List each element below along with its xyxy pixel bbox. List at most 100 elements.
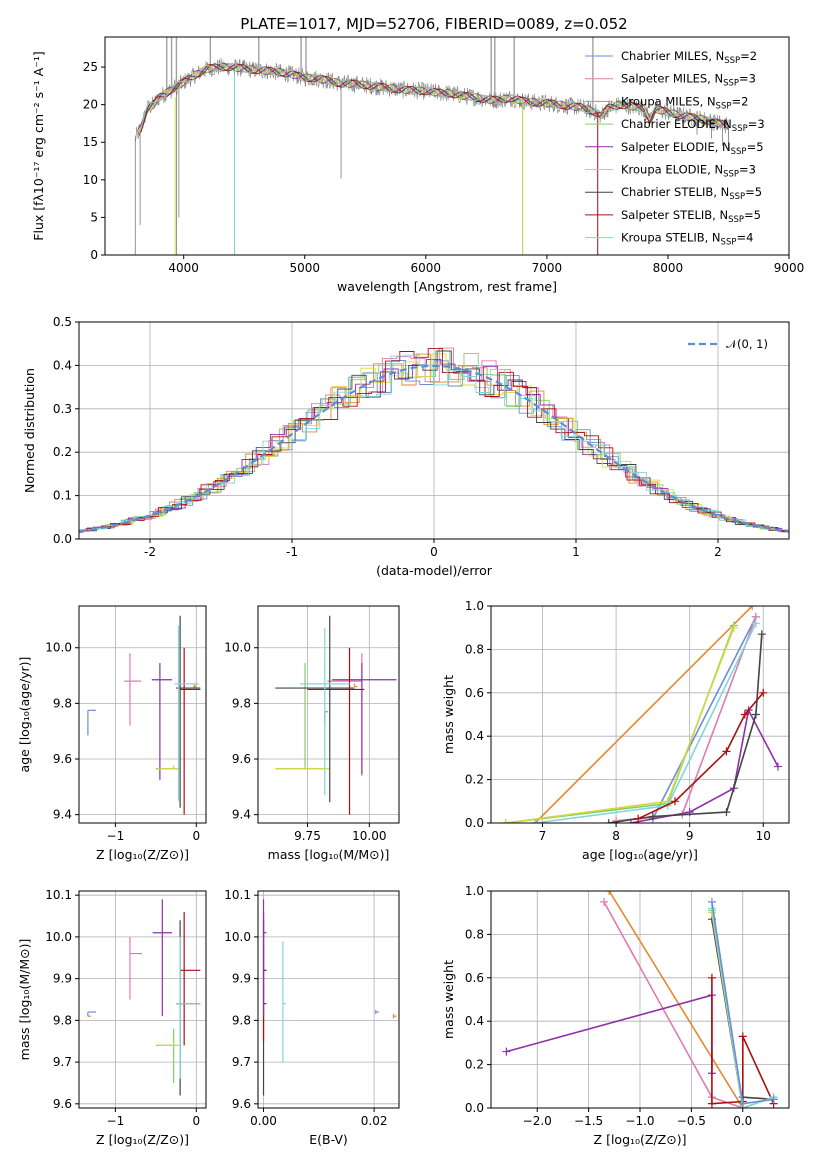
legend-subscript: SSP xyxy=(731,147,747,157)
y-tick-label: 0.5 xyxy=(53,315,72,329)
plot-area xyxy=(262,899,397,1096)
mass-weight-marker xyxy=(605,891,614,895)
y-tick-label: 20 xyxy=(83,98,98,112)
mass-weight-marker xyxy=(604,819,613,823)
mass-weight-marker xyxy=(502,1047,511,1056)
x-tick-label: 10.00 xyxy=(352,829,386,843)
legend-count: =5 xyxy=(747,140,764,154)
mass-weight-marker xyxy=(738,1099,747,1108)
y-tick-label: 0 xyxy=(90,248,98,262)
axes-frame xyxy=(78,605,207,824)
y-tick-label: 10.0 xyxy=(45,641,72,655)
x-tick-label: 1 xyxy=(572,545,580,559)
y-axis-label: age [log₁₀(age/yr)] xyxy=(17,657,32,773)
axes-frame xyxy=(78,321,790,540)
y-tick-label: 9.8 xyxy=(53,1013,72,1027)
mass-weight-marker xyxy=(757,630,766,639)
x-axis-label: (data-model)/error xyxy=(376,563,493,578)
y-tick-label: 15 xyxy=(83,135,98,149)
x-tick-label: −1 xyxy=(107,1114,125,1128)
x-tick-label: −1.0 xyxy=(625,1114,654,1128)
mass-weight-line xyxy=(630,707,779,823)
legend-subscript: SSP xyxy=(716,101,732,111)
mass-weight-marker xyxy=(769,1095,778,1104)
x-tick-label: 2 xyxy=(714,545,722,559)
plot-area xyxy=(275,615,397,815)
legend-entry: Chabrier MILES, NSSP=2 xyxy=(621,49,757,66)
y-tick-label: 10.0 xyxy=(224,641,251,655)
x-axis-label: Z [log₁₀(Z/Z⊙)] xyxy=(96,1132,189,1147)
legend-entry: Kroupa ELODIE, NSSP=3 xyxy=(621,163,756,180)
legend-label: Salpeter ELODIE, N xyxy=(621,140,731,154)
axes-frame xyxy=(257,605,400,824)
x-tick-label: −2.0 xyxy=(523,1114,552,1128)
legend-subscript: SSP xyxy=(729,192,745,202)
y-tick-label: 0.8 xyxy=(465,927,484,941)
legend-count: =3 xyxy=(739,72,756,86)
x-tick-label: -1 xyxy=(286,545,298,559)
panel-residual-histogram: -2 -1 0 1 2 0.0 0.1 0.2 0.3 0.4 0.5 (data-model)/er… xyxy=(22,315,790,578)
x-axis-label: mass [log₁₀(M/M⊙)] xyxy=(268,847,390,862)
legend-entry: Kroupa STELIB, NSSP=4 xyxy=(621,231,753,248)
panel-mass-weight-vs-age: 7 8 9 10 0.0 0.2 0.4 0.6 0.8 1.0 age [log₁₀(age/yr… xyxy=(441,599,790,862)
y-tick-label: 0.2 xyxy=(465,773,484,787)
x-axis-label: Z [log₁₀(Z/Z⊙)] xyxy=(594,1132,687,1147)
mass-weight-marker xyxy=(707,897,716,906)
y-tick-label: 9.6 xyxy=(232,752,251,766)
axes-frame xyxy=(78,890,207,1109)
y-tick-label: 1.0 xyxy=(465,884,484,898)
legend-count: =3 xyxy=(739,163,756,177)
plot-area xyxy=(134,37,729,255)
legend-count: =3 xyxy=(748,117,765,131)
panel-mass-vs-Z: −1 0 9.6 9.7 9.8 9.9 10.0 10.1 Z [log₁₀(Z/Z⊙)] ma… xyxy=(17,888,207,1147)
y-axis-label: Flux [fλ10⁻¹⁷ erg cm⁻² s⁻¹ A⁻¹] xyxy=(31,51,46,240)
x-tick-label: 9 xyxy=(686,829,694,843)
legend-label: Kroupa STELIB, N xyxy=(621,231,721,245)
mass-weight-marker xyxy=(751,619,760,628)
legend-count: =2 xyxy=(731,94,748,108)
legend-entry: Chabrier ELODIE, NSSP=3 xyxy=(621,117,765,134)
x-tick-label: 9000 xyxy=(774,261,805,275)
y-tick-label: 0.4 xyxy=(465,1014,484,1028)
panel-age-vs-Z: −1 0 9.4 9.6 9.8 10.0 Z [log₁₀(Z/Z⊙)] age [log₁… xyxy=(17,605,207,862)
legend-entry: Salpeter STELIB, NSSP=5 xyxy=(621,208,761,225)
mass-weight-line xyxy=(534,606,753,823)
legend-subscript: SSP xyxy=(723,170,739,180)
y-tick-label: 0.0 xyxy=(465,1101,484,1115)
plot-area xyxy=(87,899,201,1096)
plot-area xyxy=(501,606,782,823)
model-spectrum xyxy=(137,63,729,136)
y-tick-label: 0.1 xyxy=(53,489,72,503)
x-axis-label: wavelength [Angstrom, rest frame] xyxy=(337,279,557,294)
y-tick-label: 25 xyxy=(83,60,98,74)
y-tick-label: 9.8 xyxy=(53,696,72,710)
y-tick-label: 9.8 xyxy=(232,696,251,710)
mass-weight-line xyxy=(652,616,757,820)
mass-weight-marker xyxy=(670,797,679,806)
mass-weight-marker xyxy=(531,819,540,823)
axes-frame xyxy=(104,36,790,256)
legend-subscript: SSP xyxy=(721,238,737,248)
legend-count: =5 xyxy=(744,208,761,222)
y-tick-label: 0.2 xyxy=(465,1058,484,1072)
y-tick-label: 0.0 xyxy=(465,816,484,830)
normal-curve xyxy=(79,364,789,533)
y-tick-label: 10.0 xyxy=(224,930,251,944)
mass-weight-marker xyxy=(722,808,731,817)
plot-area xyxy=(79,347,789,534)
y-tick-label: 10.0 xyxy=(45,930,72,944)
legend-label: Chabrier ELODIE, N xyxy=(621,117,732,131)
y-axis-label: mass [log₁₀(M/M⊙)] xyxy=(17,939,32,1061)
x-tick-label: 0.02 xyxy=(361,1114,388,1128)
model-spectrum xyxy=(137,63,729,135)
legend-count: =2 xyxy=(740,49,757,63)
mass-weight-marker xyxy=(751,710,760,719)
histogram-step xyxy=(79,348,789,532)
mass-weight-marker xyxy=(501,819,510,823)
mass-weight-marker xyxy=(773,762,782,771)
legend-label: Kroupa MILES, N xyxy=(621,94,716,108)
mass-weight-marker xyxy=(748,606,757,610)
y-tick-label: 9.4 xyxy=(53,808,72,822)
legend-label: Kroupa ELODIE, N xyxy=(621,163,723,177)
